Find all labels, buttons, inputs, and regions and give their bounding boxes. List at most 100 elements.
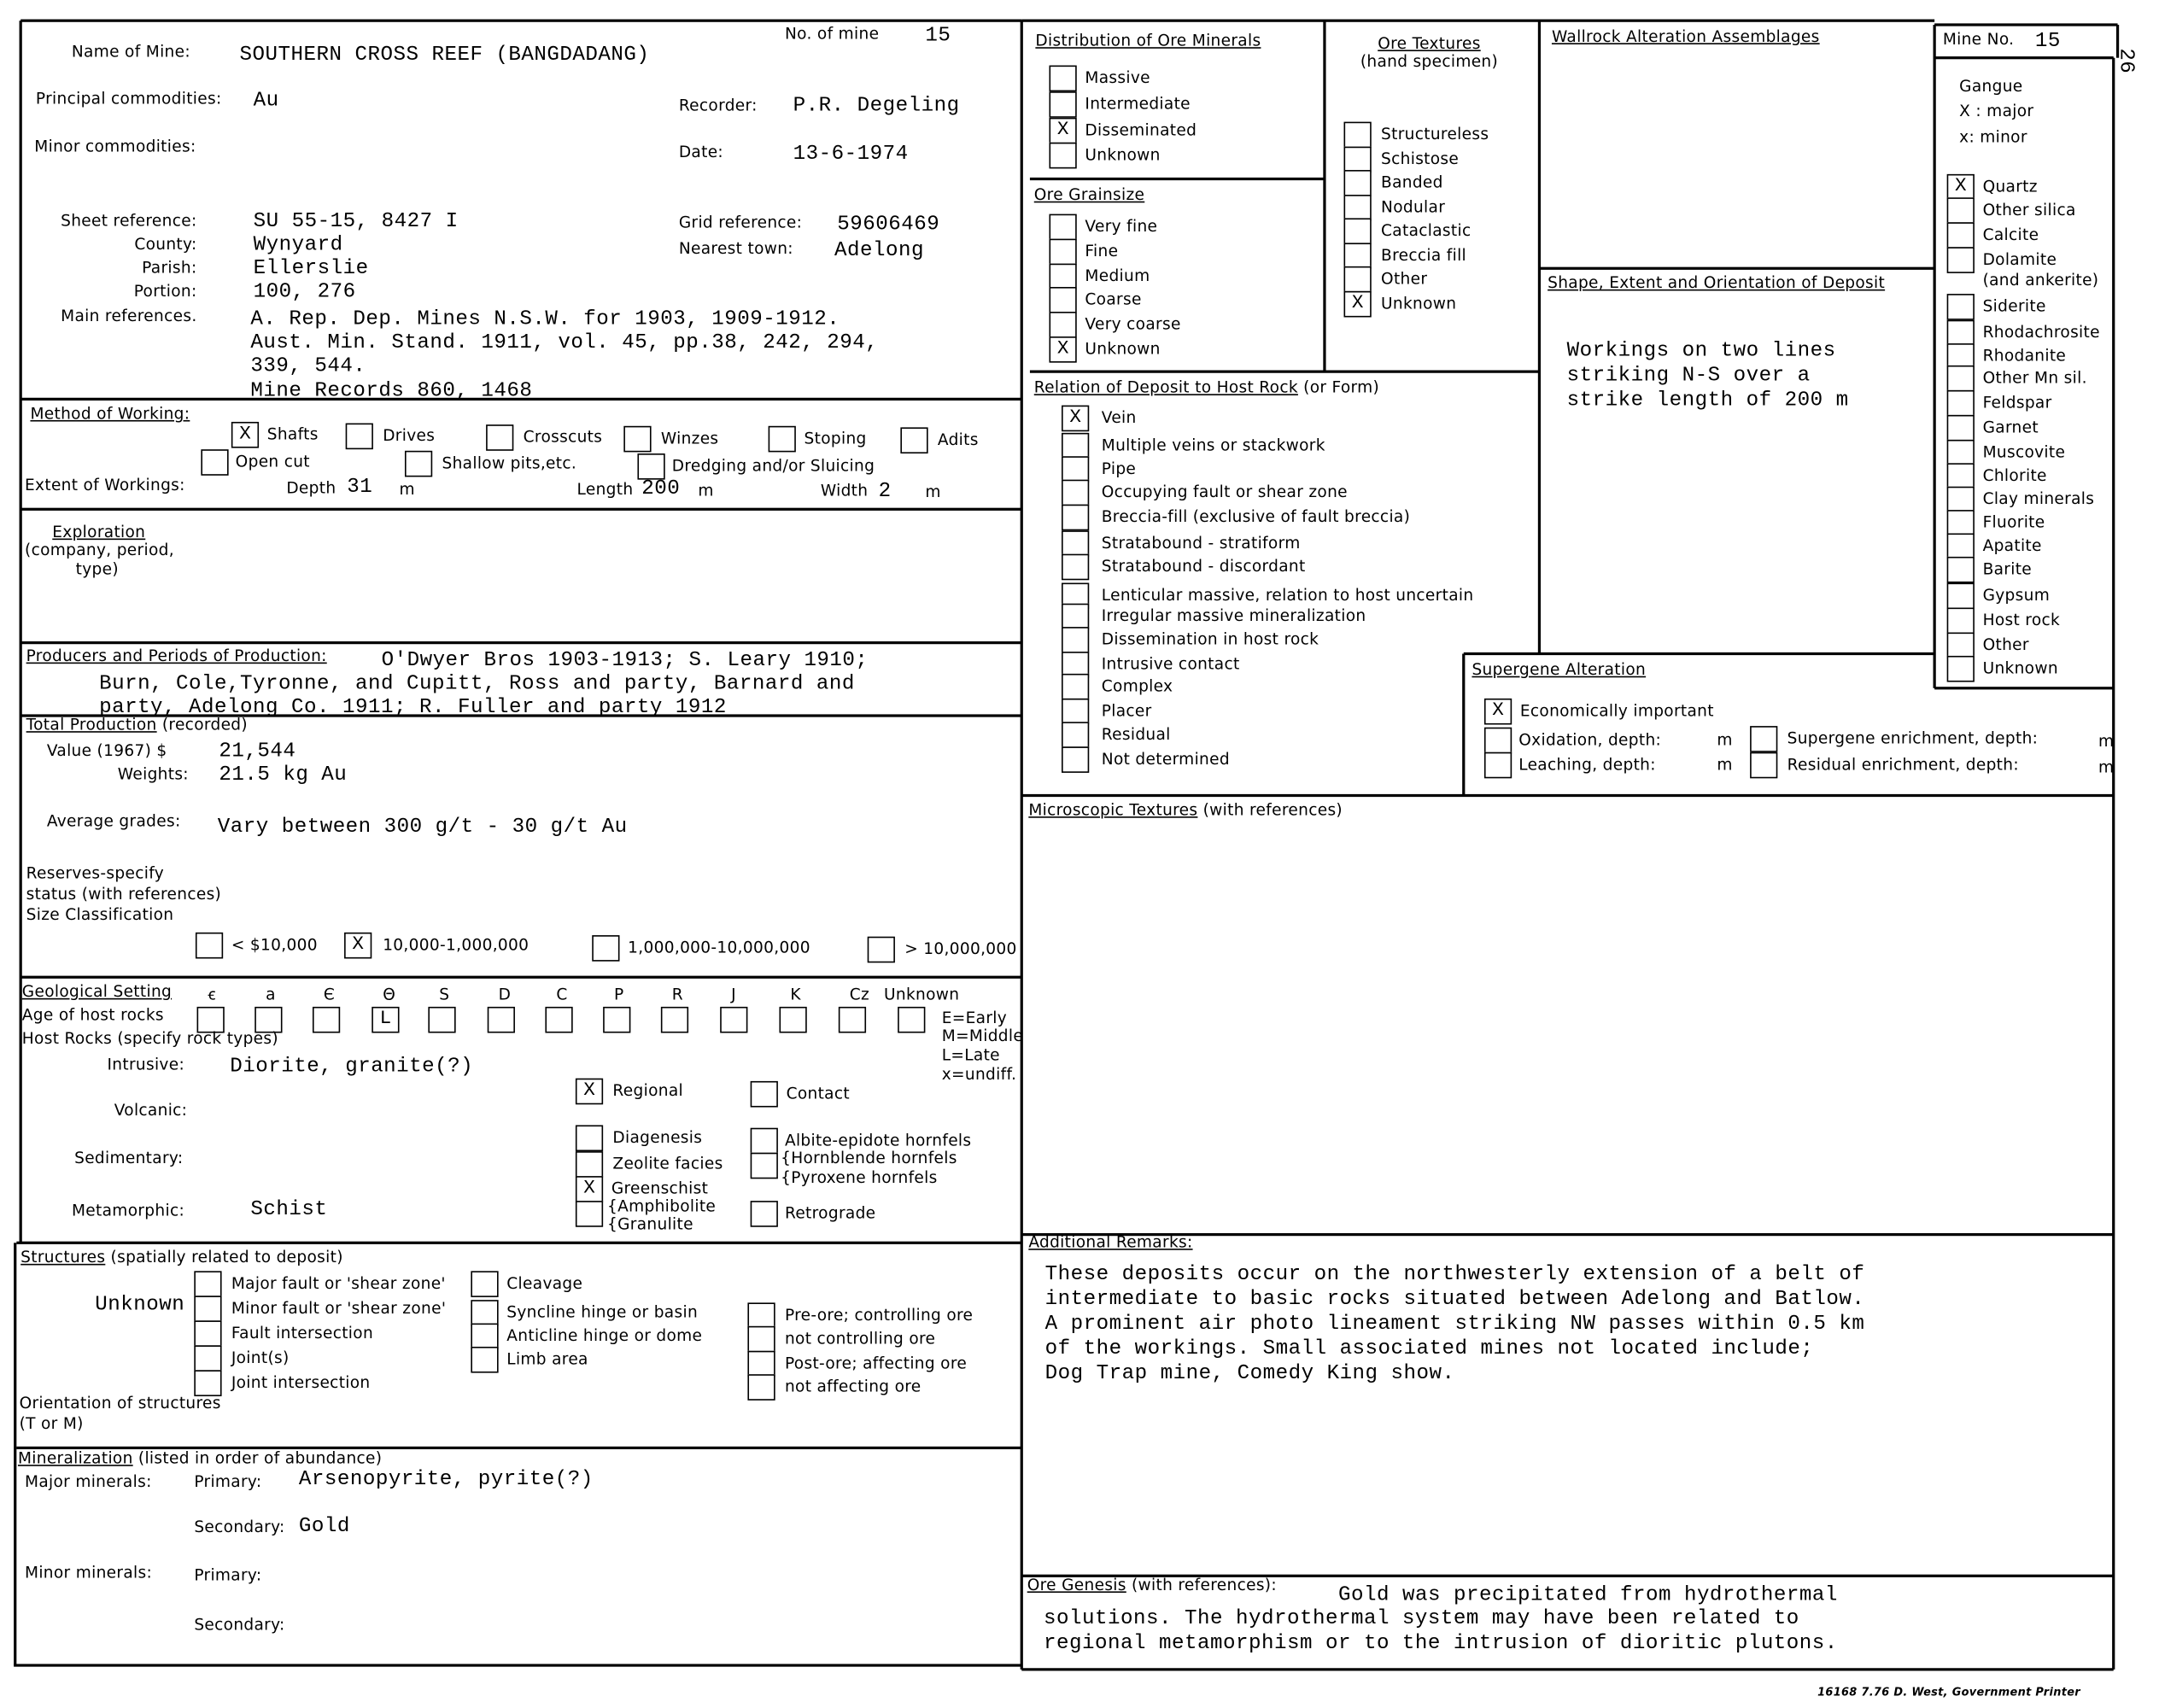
- checkbox-other[interactable]: [1343, 266, 1372, 293]
- checkbox-item[interactable]: [196, 1006, 225, 1033]
- checkbox-major-fault-or-shear-zone[interactable]: [194, 1271, 222, 1297]
- checkbox-stratabound-discordant[interactable]: [1062, 553, 1090, 581]
- checkbox-p[interactable]: [603, 1006, 631, 1033]
- checkbox-shafts[interactable]: X: [231, 421, 260, 448]
- checkbox-retrograde[interactable]: [750, 1201, 778, 1227]
- checkbox-unknown[interactable]: [1946, 655, 1975, 682]
- checkbox-anticline-hinge-or-dome[interactable]: [471, 1323, 499, 1350]
- checkbox-complex[interactable]: [1062, 673, 1090, 700]
- checkbox-not-controlling-ore[interactable]: [747, 1325, 775, 1353]
- checkbox-joint-intersection[interactable]: [194, 1370, 222, 1396]
- checkbox-very-fine[interactable]: [1049, 214, 1077, 241]
- checkbox-rhodachrosite[interactable]: [1946, 319, 1975, 347]
- checkbox-unknown[interactable]: X: [1049, 336, 1077, 363]
- checkbox-dolamite[interactable]: [1946, 247, 1975, 273]
- checkbox-other[interactable]: [1946, 632, 1975, 659]
- checkbox-limb-area[interactable]: [471, 1346, 499, 1373]
- checkbox-muscovite[interactable]: [1946, 439, 1975, 466]
- checkbox-10-000-000[interactable]: [867, 936, 895, 963]
- checkbox-winzes[interactable]: [623, 425, 652, 453]
- checkbox-d[interactable]: [487, 1006, 515, 1033]
- checkbox-10-000[interactable]: [195, 932, 224, 959]
- checkbox-zeolite-facies[interactable]: [575, 1151, 604, 1178]
- checkbox-stoping[interactable]: [768, 425, 796, 453]
- checkbox-other-silica[interactable]: [1946, 197, 1975, 224]
- checkbox-contact[interactable]: [750, 1080, 778, 1108]
- checkbox-dredging-and-or-sluicing[interactable]: [637, 453, 665, 480]
- checkbox-banded[interactable]: [1343, 170, 1372, 196]
- checkbox-clay-minerals[interactable]: [1946, 486, 1975, 513]
- checkbox-very-coarse[interactable]: [1049, 312, 1077, 338]
- checkbox-open-cut[interactable]: [201, 449, 229, 476]
- checkbox-coarse[interactable]: [1049, 287, 1077, 314]
- checkbox-supergene-enrichment-depth[interactable]: [1750, 726, 1778, 752]
- checkbox-minor-fault-or-shear-zone[interactable]: [194, 1296, 222, 1322]
- checkbox-dissemination-in-host-rock[interactable]: [1062, 627, 1090, 653]
- checkbox-barite[interactable]: [1946, 556, 1975, 583]
- checkbox-unknown[interactable]: [898, 1006, 926, 1033]
- checkbox-chlorite[interactable]: [1946, 463, 1975, 489]
- checkbox-irregular-massive-mineralization[interactable]: [1062, 603, 1090, 630]
- checkbox-massive[interactable]: [1049, 65, 1077, 92]
- checkbox-oxidation-depth[interactable]: [1483, 727, 1512, 754]
- checkbox-cataclastic[interactable]: [1343, 218, 1372, 245]
- checkbox-unknown[interactable]: X: [1343, 290, 1372, 317]
- checkbox-item[interactable]: L: [372, 1006, 400, 1033]
- checkbox-residual-enrichment-depth[interactable]: [1750, 752, 1778, 779]
- checkbox-garnet[interactable]: [1946, 414, 1975, 442]
- checkbox-post-ore-affecting-ore[interactable]: [747, 1350, 775, 1378]
- checkbox-quartz[interactable]: X: [1946, 173, 1975, 201]
- checkbox-joint-s[interactable]: [194, 1345, 222, 1372]
- checkbox-nodular[interactable]: [1343, 194, 1372, 220]
- checkbox-occupying-fault-or-shear-zone[interactable]: [1062, 479, 1090, 506]
- checkbox-amphibolite-granulite[interactable]: [575, 1201, 604, 1227]
- checkbox-cleavage[interactable]: [471, 1271, 499, 1297]
- checkbox-s[interactable]: [428, 1006, 456, 1033]
- checkbox-10-000-1-000-000[interactable]: X: [344, 932, 372, 959]
- checkbox-1-000-000-10-000-000[interactable]: [592, 935, 620, 962]
- checkbox-residual[interactable]: [1062, 722, 1090, 748]
- checkbox-k[interactable]: [779, 1006, 807, 1033]
- checkbox-a[interactable]: [255, 1006, 283, 1033]
- checkbox-apatite[interactable]: [1946, 533, 1975, 560]
- checkbox-syncline-hinge-or-basin[interactable]: [471, 1300, 499, 1326]
- checkbox-economically-important[interactable]: X: [1483, 698, 1512, 725]
- checkbox-j[interactable]: [720, 1006, 748, 1033]
- checkbox-medium[interactable]: [1049, 262, 1077, 290]
- checkbox-hornblende-pyroxene[interactable]: [750, 1152, 778, 1179]
- checkbox-r[interactable]: [660, 1006, 689, 1033]
- checkbox-fluorite[interactable]: [1946, 510, 1975, 536]
- checkbox-host-rock[interactable]: [1946, 607, 1975, 635]
- checkbox-pipe[interactable]: [1062, 456, 1090, 483]
- checkbox-shallow-pits-etc[interactable]: [404, 450, 433, 477]
- checkbox-fine[interactable]: [1049, 238, 1077, 265]
- checkbox-diagenesis[interactable]: [575, 1125, 604, 1152]
- checkbox-breccia-fill-exclusive-of-fault-breccia[interactable]: [1062, 504, 1090, 531]
- checkbox-item[interactable]: [312, 1006, 341, 1033]
- checkbox-albite-epidote-hornfels[interactable]: [750, 1127, 778, 1155]
- checkbox-not-affecting-ore[interactable]: [747, 1374, 775, 1401]
- checkbox-siderite[interactable]: [1946, 294, 1975, 320]
- checkbox-structureless[interactable]: [1343, 121, 1372, 149]
- checkbox-disseminated[interactable]: X: [1049, 117, 1077, 144]
- checkbox-schistose[interactable]: [1343, 145, 1372, 173]
- checkbox-intermediate[interactable]: [1049, 91, 1077, 118]
- checkbox-drives[interactable]: [345, 423, 373, 450]
- checkbox-multiple-veins-or-stackwork[interactable]: [1062, 432, 1090, 459]
- checkbox-unknown[interactable]: [1049, 142, 1077, 169]
- checkbox-vein[interactable]: X: [1062, 405, 1090, 432]
- checkbox-cz[interactable]: [838, 1006, 867, 1033]
- checkbox-calcite[interactable]: [1946, 222, 1975, 249]
- checkbox-placer[interactable]: [1062, 698, 1090, 725]
- checkbox-pre-ore-controlling-ore[interactable]: [747, 1302, 775, 1329]
- checkbox-regional[interactable]: X: [575, 1078, 604, 1105]
- checkbox-greenschist[interactable]: X: [575, 1176, 604, 1202]
- checkbox-adits[interactable]: [900, 427, 928, 454]
- checkbox-crosscuts[interactable]: [486, 424, 514, 451]
- checkbox-stratabound-stratiform[interactable]: [1062, 530, 1090, 557]
- checkbox-fault-intersection[interactable]: [194, 1320, 222, 1347]
- checkbox-leaching-depth[interactable]: [1483, 752, 1512, 779]
- checkbox-feldspar[interactable]: [1946, 389, 1975, 417]
- checkbox-c[interactable]: [545, 1006, 573, 1033]
- checkbox-breccia-fill[interactable]: [1343, 242, 1372, 269]
